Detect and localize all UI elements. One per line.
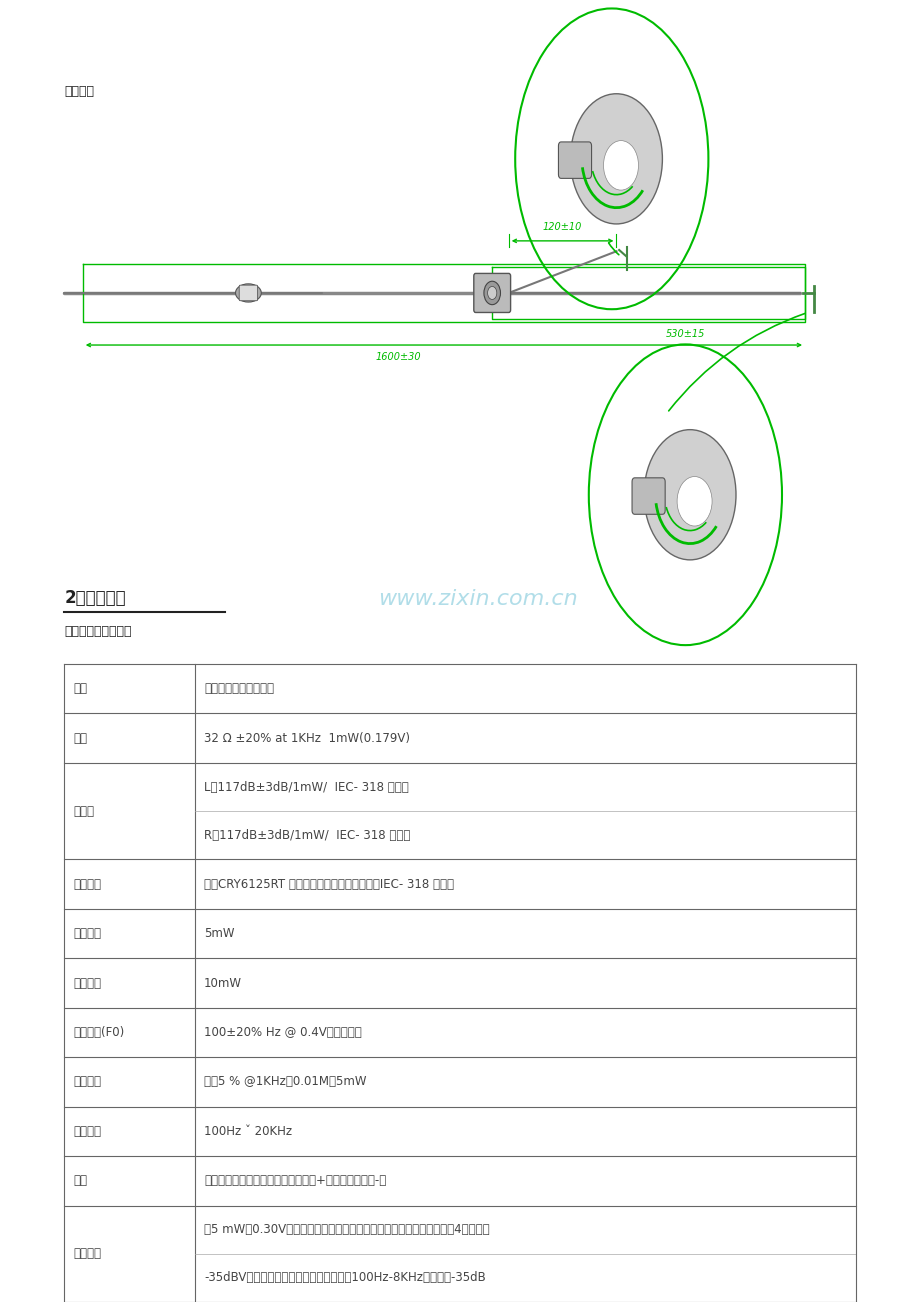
Text: R：117dB±3dB/1mW/  IEC- 318 仿真耳: R：117dB±3dB/1mW/ IEC- 318 仿真耳 (204, 829, 410, 841)
Text: 额定功率: 额定功率 (74, 927, 101, 940)
Text: 项目: 项目 (74, 682, 87, 695)
Text: 测量方法: 测量方法 (74, 878, 101, 891)
Text: 5mW: 5mW (204, 927, 234, 940)
Text: 100±20% Hz @ 0.4V（无障板）: 100±20% Hz @ 0.4V（无障板） (204, 1026, 361, 1039)
Text: 谐波失真: 谐波失真 (74, 1075, 101, 1088)
Ellipse shape (603, 141, 638, 190)
Ellipse shape (235, 284, 261, 302)
Text: 受话器电性能参数：: 受话器电性能参数： (64, 625, 131, 638)
Ellipse shape (643, 430, 735, 560)
Text: 纯音检听: 纯音检听 (74, 1247, 101, 1260)
Text: 频率范围: 频率范围 (74, 1125, 101, 1138)
Text: 32 Ω ±20% at 1KHz  1mW(0.179V): 32 Ω ±20% at 1KHz 1mW(0.179V) (204, 732, 410, 745)
Text: 小于5 % @1KHz，0.01M，5mW: 小于5 % @1KHz，0.01M，5mW (204, 1075, 367, 1088)
Text: 最大功率: 最大功率 (74, 976, 101, 990)
Text: www.zixin.com.cn: www.zixin.com.cn (378, 589, 578, 608)
Text: 100Hz ˇ 20KHz: 100Hz ˇ 20KHz (204, 1125, 292, 1138)
Text: -35dBV信号输入受话器时，麦克风输出（100Hz-8KHz）应小于-35dB: -35dBV信号输入受话器时，麦克风输出（100Hz-8KHz）应小于-35dB (204, 1272, 485, 1284)
Text: 在5 mW（0.30V）正弦信号源下应正常工作，应无咯吱声和高频干扰声4串扰：当: 在5 mW（0.30V）正弦信号源下应正常工作，应无咯吱声和高频干扰声4串扰：当 (204, 1224, 489, 1236)
Ellipse shape (487, 286, 496, 299)
Text: 灵敏度: 灵敏度 (74, 805, 95, 818)
Ellipse shape (676, 477, 711, 526)
Text: 2、基本参数: 2、基本参数 (64, 589, 126, 607)
FancyBboxPatch shape (239, 285, 257, 301)
Text: 1600±30: 1600±30 (375, 352, 420, 362)
Text: 530±15: 530±15 (665, 329, 704, 340)
Text: 共振频率(F0): 共振频率(F0) (74, 1026, 125, 1039)
Text: 面对受话器引线护胶点，右为正极（+），左为负极（-）: 面对受话器引线护胶点，右为正极（+），左为负极（-） (204, 1174, 386, 1187)
Ellipse shape (483, 281, 500, 305)
Text: 耳机端：: 耳机端： (64, 85, 95, 98)
Text: 极性: 极性 (74, 1174, 87, 1187)
FancyBboxPatch shape (631, 478, 664, 514)
Text: 基于CRY6125RT 手机免提耳机传声器测试系统IEC- 318 仿真耳: 基于CRY6125RT 手机免提耳机传声器测试系统IEC- 318 仿真耳 (204, 878, 454, 891)
Text: 要求参数或者测试条件: 要求参数或者测试条件 (204, 682, 274, 695)
FancyBboxPatch shape (558, 142, 591, 178)
Ellipse shape (570, 94, 662, 224)
Text: 阻抗: 阻抗 (74, 732, 87, 745)
Text: 120±10: 120±10 (542, 221, 582, 232)
Text: L：117dB±3dB/1mW/  IEC- 318 仿真耳: L：117dB±3dB/1mW/ IEC- 318 仿真耳 (204, 781, 408, 793)
Text: 10mW: 10mW (204, 976, 242, 990)
FancyBboxPatch shape (473, 273, 510, 312)
